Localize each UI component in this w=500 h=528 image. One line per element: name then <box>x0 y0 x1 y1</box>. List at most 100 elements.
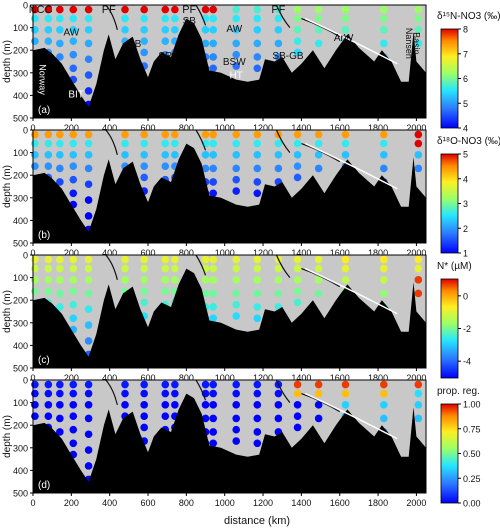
data-point <box>314 26 323 34</box>
data-point <box>201 5 210 14</box>
data-point <box>56 428 64 436</box>
data-point <box>171 5 179 14</box>
plot-frame <box>32 129 427 244</box>
annotation-label: AW <box>63 28 79 39</box>
data-point <box>314 164 323 173</box>
x-tick-label: 400 <box>102 498 117 508</box>
data-point <box>31 380 39 389</box>
x-tick-label: 1800 <box>368 373 388 383</box>
data-point <box>171 130 179 139</box>
data-point <box>209 53 218 61</box>
data-point <box>84 430 93 439</box>
data-point <box>414 414 423 423</box>
data-point <box>140 380 148 389</box>
data-point <box>44 255 53 264</box>
plot-frame <box>32 4 427 119</box>
data-point <box>140 298 148 307</box>
x-tick-label: 2000 <box>406 373 426 383</box>
data-point <box>69 130 78 139</box>
y-tick-label: 100 <box>13 23 28 33</box>
x-tick-label: 0 <box>30 373 35 383</box>
y-tick-label: 100 <box>13 148 28 158</box>
data-point <box>171 255 179 264</box>
data-point <box>232 276 241 284</box>
data-point <box>161 37 170 45</box>
data-point <box>414 164 423 173</box>
data-point <box>293 412 302 420</box>
data-point <box>380 5 388 14</box>
data-point <box>201 380 210 389</box>
x-tick-label: 1000 <box>215 373 235 383</box>
data-point <box>84 446 93 454</box>
data-point <box>121 26 129 34</box>
data-point <box>201 26 210 34</box>
front-contour <box>105 254 118 281</box>
data-point <box>209 439 218 448</box>
data-point <box>293 130 302 139</box>
data-point <box>293 423 302 432</box>
data-point <box>84 264 93 273</box>
data-point <box>56 5 64 14</box>
data-point <box>140 389 148 398</box>
data-point <box>232 175 241 184</box>
x-tick-label: 2000 <box>406 498 426 508</box>
colorbar-tick-label: 0.25 <box>463 474 481 484</box>
data-point <box>69 412 78 420</box>
data-point <box>274 151 283 159</box>
x-tick-label: 600 <box>141 498 156 508</box>
data-point <box>84 139 93 148</box>
data-point <box>253 130 262 139</box>
colorbar-label: N* (µM) <box>437 261 472 272</box>
x-tick-label: 1400 <box>291 498 311 508</box>
data-point <box>140 401 148 409</box>
data-point <box>84 164 93 173</box>
data-point <box>209 14 218 23</box>
data-point <box>274 14 283 23</box>
colorbar-tick-label: -4 <box>463 357 471 367</box>
x-tick-label: 800 <box>179 123 194 133</box>
data-point <box>56 255 64 264</box>
data-point <box>293 401 302 409</box>
water-mass-contour <box>304 142 398 190</box>
data-point <box>253 276 262 284</box>
front-contour <box>275 379 291 403</box>
data-point <box>84 462 93 470</box>
y-tick-label: 0 <box>23 376 28 386</box>
data-point <box>84 14 93 23</box>
front-contour <box>275 254 291 278</box>
data-point <box>84 196 93 204</box>
data-point <box>171 380 179 389</box>
data-point <box>253 414 262 423</box>
data-point <box>69 5 78 14</box>
data-point <box>121 130 129 139</box>
y-tick-label: 100 <box>13 273 28 283</box>
data-point <box>274 401 283 409</box>
data-point <box>69 401 78 409</box>
x-axis-label: distance (km) <box>224 515 290 527</box>
data-point <box>232 5 241 14</box>
data-point <box>253 314 262 323</box>
y-tick-label: 200 <box>13 46 28 56</box>
data-point <box>232 164 241 173</box>
x-tick-label: 1400 <box>291 248 311 258</box>
data-point <box>380 139 388 148</box>
data-point <box>56 164 64 173</box>
data-point <box>140 37 148 45</box>
data-point <box>414 276 423 284</box>
data-point <box>69 276 78 284</box>
x-tick-label: 0 <box>30 498 35 508</box>
colorbar-label: δ¹⁵N-NO3 (‰) <box>437 11 500 22</box>
data-point <box>161 14 170 23</box>
data-point <box>232 414 241 423</box>
data-point <box>293 162 302 170</box>
y-tick-label: 0 <box>23 1 28 11</box>
colorbar-tick-label: 1.00 <box>463 400 481 410</box>
data-point <box>161 401 170 409</box>
colorbar-tick-label: 0.50 <box>463 449 481 459</box>
y-tick-label: 100 <box>13 398 28 408</box>
data-point <box>209 39 218 48</box>
data-point <box>314 130 323 139</box>
data-point <box>314 39 323 48</box>
data-point <box>380 14 388 23</box>
